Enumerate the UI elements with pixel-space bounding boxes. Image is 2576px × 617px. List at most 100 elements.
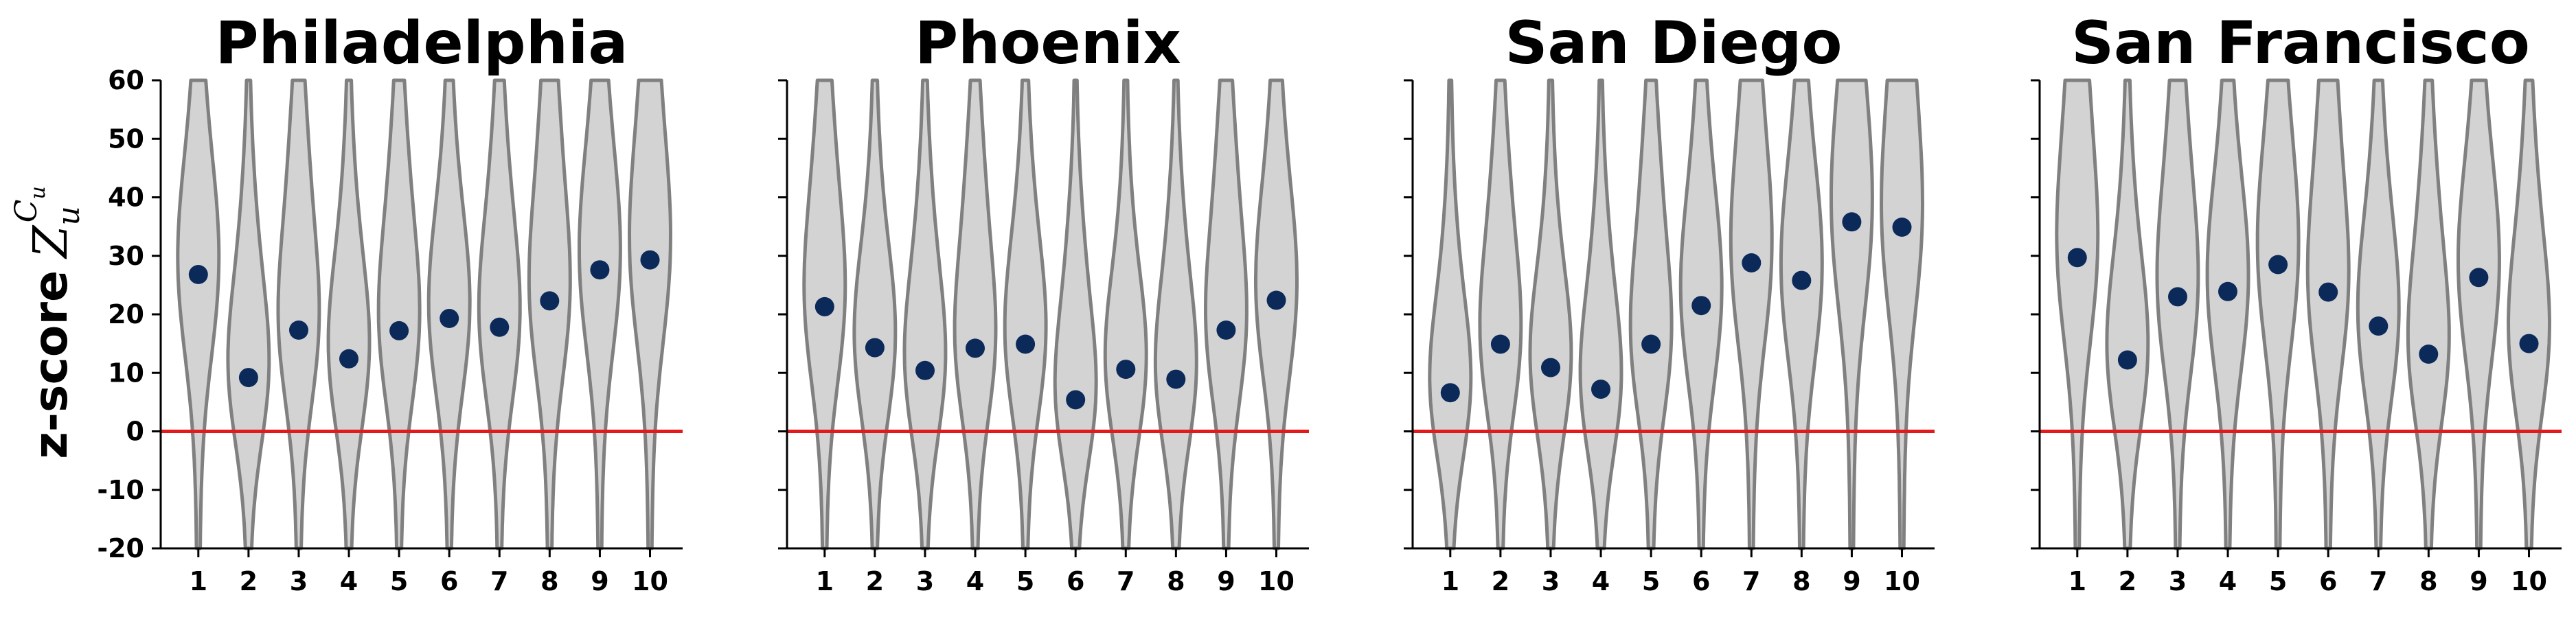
violins xyxy=(802,78,1299,550)
point-9 xyxy=(1216,321,1236,340)
x-tick-label: 7 xyxy=(2369,566,2387,596)
violin-8 xyxy=(1153,78,1198,550)
point-1 xyxy=(814,296,834,316)
violins xyxy=(176,78,672,550)
point-1 xyxy=(2067,248,2087,268)
x-tick-label: 3 xyxy=(290,566,308,596)
x-tick-label: 2 xyxy=(866,566,884,596)
point-2 xyxy=(238,368,258,388)
point-10 xyxy=(1892,218,1912,237)
point-5 xyxy=(2268,255,2288,275)
point-6 xyxy=(1066,390,1086,410)
violin-1 xyxy=(1428,78,1473,550)
violin-10 xyxy=(1880,78,1924,550)
x-tick-label: 10 xyxy=(1884,566,1920,596)
x-tick-label: 2 xyxy=(1492,566,1509,596)
violin-3 xyxy=(902,78,948,550)
point-6 xyxy=(440,309,459,328)
x-tick-label: 5 xyxy=(1642,566,1660,596)
violin-8 xyxy=(1779,78,1824,550)
x-tick-label: 5 xyxy=(390,566,408,596)
x-tick-label: 8 xyxy=(1792,566,1810,596)
x-tick-label: 3 xyxy=(2169,566,2187,596)
x-tick-label: 6 xyxy=(440,566,458,596)
violin-5 xyxy=(376,78,422,550)
point-10 xyxy=(1266,290,1286,310)
y-tick-label: -10 xyxy=(97,475,144,505)
violin-3 xyxy=(1528,78,1573,550)
violin-6 xyxy=(1053,78,1098,550)
x-tick-label: 4 xyxy=(1592,566,1610,596)
x-tick-label: 3 xyxy=(1542,566,1560,596)
point-8 xyxy=(1166,369,1186,389)
x-tick-label: 9 xyxy=(591,566,608,596)
x-tick-label: 1 xyxy=(2068,566,2086,596)
point-8 xyxy=(2419,345,2439,364)
y-axis-label-subscript: u xyxy=(52,206,87,225)
point-3 xyxy=(2168,287,2187,307)
violin-6 xyxy=(2305,78,2351,550)
violin-2 xyxy=(226,78,271,550)
y-tick-label: 10 xyxy=(108,358,144,388)
point-6 xyxy=(2318,282,2338,302)
x-tick-label: 5 xyxy=(2269,566,2287,596)
violin-9 xyxy=(1204,78,1249,550)
y-tick-label: 40 xyxy=(108,183,144,213)
y-tick-label: 60 xyxy=(108,65,144,95)
points xyxy=(188,250,660,388)
violin-7 xyxy=(1729,78,1774,550)
points xyxy=(1440,212,1912,403)
point-8 xyxy=(540,291,560,311)
points xyxy=(2067,248,2539,370)
point-10 xyxy=(2519,334,2539,353)
violin-7 xyxy=(2356,78,2401,550)
x-tick-label: 10 xyxy=(1258,566,1295,596)
violin-8 xyxy=(2406,78,2451,550)
panel-title: San Diego xyxy=(1505,9,1843,78)
panel-4: San Francisco 1 2 3 4 5 6 7 8 9 10 xyxy=(2031,9,2562,596)
x-tick-label: 9 xyxy=(2470,566,2487,596)
point-9 xyxy=(2469,268,2489,288)
point-4 xyxy=(339,349,358,369)
y-axis-label-superscript-sub: u xyxy=(26,186,50,199)
x-tick-label: 7 xyxy=(490,566,508,596)
x-tick-label: 2 xyxy=(2119,566,2136,596)
y-axis-label-superscript: C xyxy=(9,200,44,223)
point-7 xyxy=(2369,316,2389,336)
violin-2 xyxy=(852,78,898,550)
y-tick-label: -20 xyxy=(97,533,144,563)
violin-9 xyxy=(1830,78,1874,550)
x-tick-label: 8 xyxy=(1167,566,1185,596)
point-1 xyxy=(188,265,208,284)
point-5 xyxy=(1016,334,1036,354)
point-7 xyxy=(490,317,510,337)
point-9 xyxy=(1842,212,1862,232)
x-tick-label: 10 xyxy=(632,566,668,596)
point-10 xyxy=(640,250,660,270)
points xyxy=(814,290,1286,410)
panel-title: Phoenix xyxy=(915,9,1181,78)
y-axis-label-text: z-score xyxy=(24,270,78,459)
x-tick-label: 9 xyxy=(1843,566,1860,596)
x-tick-label: 1 xyxy=(190,566,207,596)
x-tick-label: 9 xyxy=(1217,566,1235,596)
x-tick-label: 6 xyxy=(1067,566,1084,596)
y-axis-label-symbol: Z xyxy=(24,224,78,259)
x-tick-label: 6 xyxy=(2319,566,2337,596)
point-1 xyxy=(1440,383,1460,403)
violin-10 xyxy=(628,78,672,550)
violin-4 xyxy=(953,78,998,550)
point-2 xyxy=(1490,334,1510,354)
point-3 xyxy=(289,321,308,340)
point-3 xyxy=(915,360,935,380)
violin-5 xyxy=(2255,78,2301,550)
violin-4 xyxy=(2205,78,2250,550)
point-5 xyxy=(1641,334,1661,354)
violins xyxy=(1428,78,1924,550)
x-tick-label: 4 xyxy=(340,566,358,596)
point-6 xyxy=(1691,296,1711,316)
x-tick-label: 3 xyxy=(916,566,934,596)
violin-3 xyxy=(2155,78,2200,550)
panels: Philadelphia -20 -10 0 10 20 30 40 50 60 1 2 3 4 5 6 7 8 9… xyxy=(97,9,2562,596)
